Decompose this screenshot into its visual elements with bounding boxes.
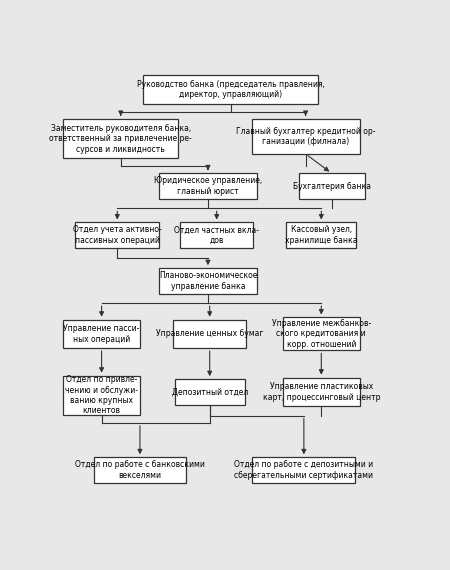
FancyBboxPatch shape	[180, 222, 253, 248]
FancyBboxPatch shape	[287, 222, 356, 248]
Text: Планово-экономическое
управление банка: Планово-экономическое управление банка	[159, 271, 257, 291]
FancyBboxPatch shape	[252, 119, 360, 154]
Text: Юридическое управление,
главный юрист: Юридическое управление, главный юрист	[154, 176, 262, 196]
FancyBboxPatch shape	[76, 222, 159, 248]
Text: Отдел частных вкла-
дов: Отдел частных вкла- дов	[174, 226, 259, 245]
FancyBboxPatch shape	[175, 379, 245, 405]
Text: Управление пасси-
ных операций: Управление пасси- ных операций	[63, 324, 140, 344]
Text: Депозитный отдел: Депозитный отдел	[171, 388, 248, 396]
FancyBboxPatch shape	[283, 317, 360, 351]
FancyBboxPatch shape	[299, 173, 365, 199]
FancyBboxPatch shape	[252, 457, 356, 483]
FancyBboxPatch shape	[159, 268, 257, 294]
FancyBboxPatch shape	[94, 457, 186, 483]
Text: Отдел по привле-
чению и обслужи-
ванию крупных
клиентов: Отдел по привле- чению и обслужи- ванию …	[65, 375, 138, 416]
Text: Управление пластиковых
карт, процессинговый центр: Управление пластиковых карт, процессинго…	[262, 382, 380, 402]
FancyBboxPatch shape	[173, 320, 246, 348]
Text: Управление межбанков-
ского кредитования и
корр. отношений: Управление межбанков- ского кредитования…	[272, 319, 371, 349]
FancyBboxPatch shape	[63, 376, 140, 415]
Text: Заместитель руководителя банка,
ответственный за привлечение ре-
сурсов и ликвид: Заместитель руководителя банка, ответств…	[50, 124, 192, 153]
FancyBboxPatch shape	[159, 173, 257, 199]
Text: Кассовый узел,
хранилище банка: Кассовый узел, хранилище банка	[285, 226, 358, 245]
FancyBboxPatch shape	[283, 377, 360, 406]
Text: Отдел по работе с депозитными и
сберегательными сертификатами: Отдел по работе с депозитными и сберегат…	[234, 461, 374, 480]
FancyBboxPatch shape	[63, 119, 178, 158]
FancyBboxPatch shape	[144, 75, 318, 104]
Text: Руководство банка (председатель правления,
директор, управляющий): Руководство банка (председатель правлени…	[137, 80, 324, 99]
Text: Бухгалтерия банка: Бухгалтерия банка	[293, 181, 371, 190]
Text: Главный бухгалтер кредитной ор-
ганизации (филнала): Главный бухгалтер кредитной ор- ганизаци…	[236, 127, 375, 146]
Text: Управление ценных бумаг: Управление ценных бумаг	[156, 329, 263, 339]
Text: Отдел учета активно-
пассивных операций: Отдел учета активно- пассивных операций	[73, 226, 162, 245]
FancyBboxPatch shape	[63, 320, 140, 348]
Text: Отдел по работе с банковскими
векселями: Отдел по работе с банковскими векселями	[75, 461, 205, 480]
